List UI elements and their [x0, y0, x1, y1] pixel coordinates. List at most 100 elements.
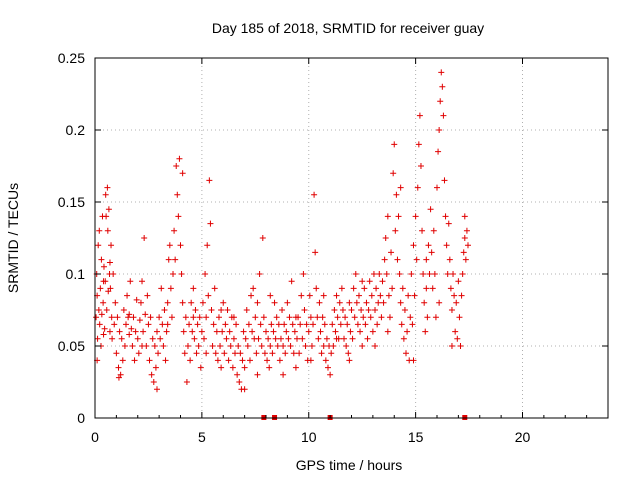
data-point: [163, 328, 170, 335]
y-tick-label: 0.1: [66, 266, 86, 282]
data-point: [115, 374, 122, 381]
data-point: [121, 343, 128, 349]
data-point: [133, 296, 140, 303]
data-point: [314, 314, 321, 321]
data-point: [100, 299, 107, 306]
data-point: [306, 292, 313, 299]
data-point: [330, 343, 337, 349]
data-point: [104, 227, 111, 234]
data-point: [180, 328, 187, 335]
data-point: [152, 364, 159, 371]
data-point: [259, 235, 266, 241]
data-point: [410, 242, 417, 249]
data-point: [455, 278, 462, 285]
data-point: [241, 364, 248, 371]
data-point: [354, 321, 361, 328]
data-point: [361, 285, 368, 292]
data-point: [434, 184, 440, 191]
data-point: [411, 292, 418, 299]
data-point: [315, 335, 322, 342]
data-point: [426, 271, 433, 277]
data-point: [164, 321, 171, 328]
data-point: [447, 285, 454, 292]
x-tick-label: 0: [91, 429, 99, 445]
data-point: [230, 314, 237, 321]
y-axis-label: SRMTID / TECUs: [5, 183, 21, 293]
data-point: [214, 357, 221, 364]
data-point: [230, 335, 237, 342]
data-point: [170, 271, 177, 277]
data-point: [112, 299, 119, 306]
data-point: [423, 285, 430, 292]
data-point: [308, 343, 315, 349]
data-point: [186, 321, 193, 328]
data-point: [226, 328, 233, 335]
data-point: [165, 256, 172, 263]
data-point: [346, 299, 353, 306]
data-point: [115, 364, 122, 371]
data-point: [280, 343, 287, 349]
data-point: [458, 292, 465, 299]
data-point: [239, 357, 246, 364]
data-point: [105, 206, 112, 213]
data-point: [266, 364, 273, 371]
data-point: [450, 271, 457, 277]
x-tick-label: 5: [198, 429, 206, 445]
data-point: [199, 299, 206, 306]
data-point: [97, 285, 104, 292]
data-point: [284, 299, 291, 306]
data-point: [137, 299, 144, 306]
data-point: [142, 311, 149, 318]
y-tick-label: 0.05: [58, 338, 85, 354]
data-point: [292, 364, 299, 371]
data-point: [127, 278, 134, 285]
data-point: [114, 314, 121, 321]
data-point: [438, 69, 445, 76]
data-point: [196, 314, 203, 321]
data-point: [419, 227, 426, 234]
data-point: [414, 184, 421, 191]
data-point: [436, 299, 443, 306]
data-point: [156, 314, 163, 321]
data-point: [100, 263, 107, 270]
data-point: [157, 335, 164, 342]
data-point: [359, 278, 366, 285]
data-point: [398, 321, 405, 328]
data-point: [459, 271, 466, 277]
data-point: [367, 314, 374, 321]
data-point: [164, 299, 171, 306]
data-point: [100, 331, 107, 338]
data-point: [413, 256, 420, 263]
data-point: [225, 357, 232, 364]
data-point: [167, 285, 174, 292]
data-point: [265, 335, 272, 342]
data-point: [299, 335, 306, 342]
data-point: [248, 292, 255, 299]
data-point: [286, 314, 293, 321]
data-point: [375, 299, 382, 306]
data-point: [462, 256, 469, 263]
data-point: [400, 335, 407, 342]
data-point: [100, 278, 107, 285]
data-point: [258, 343, 265, 349]
data-point: [412, 213, 419, 220]
data-point: [118, 335, 125, 342]
axis-ticks: [94, 57, 609, 419]
data-point: [252, 314, 259, 321]
data-point: [202, 271, 209, 277]
y-tick-label: 0.2: [66, 122, 86, 138]
data-point: [124, 292, 131, 299]
data-point: [368, 292, 375, 299]
data-point: [108, 314, 115, 321]
data-point: [197, 364, 204, 371]
data-point: [343, 343, 350, 349]
data-point: [236, 379, 243, 385]
data-point: [301, 307, 308, 313]
chart-title: Day 185 of 2018, SRMTID for receiver gua…: [212, 20, 484, 36]
data-point: [456, 314, 463, 321]
data-point: [307, 357, 314, 364]
y-axis-tick-labels: 0 0.05 0.1 0.15 0.2 0.25: [58, 50, 85, 426]
data-point: [261, 350, 268, 357]
data-point: [372, 343, 379, 349]
data-point: [98, 311, 105, 318]
